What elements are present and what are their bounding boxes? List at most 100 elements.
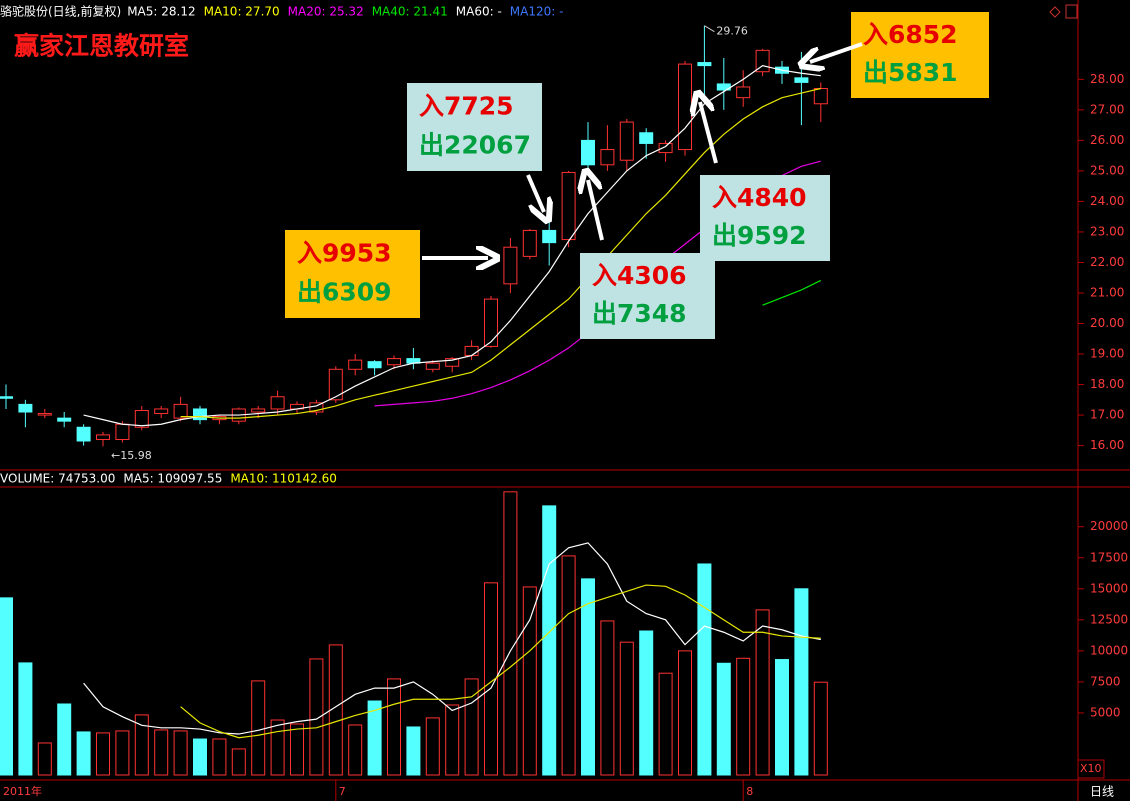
y-tick-label: 12500 (1090, 612, 1128, 626)
volume-bar (794, 588, 809, 776)
window-icons[interactable] (1049, 4, 1078, 19)
y-tick-label: 17500 (1090, 550, 1128, 564)
candle-body (736, 86, 751, 99)
candle-body (270, 396, 285, 410)
volume-bar (600, 620, 615, 776)
volume-bar (18, 662, 33, 776)
y-tick-label: 20000 (1090, 519, 1128, 533)
y-tick-label: 16.00 (1090, 438, 1124, 452)
annotation-box (700, 175, 830, 261)
volume-bar (309, 658, 324, 776)
x-tick-label: 2011年 (3, 784, 42, 798)
annotation-out: 出5831 (863, 58, 958, 87)
legend-entry: MA10: 110142.60 (230, 472, 337, 486)
candle-body (600, 149, 615, 166)
y-tick-label: 24.00 (1090, 194, 1124, 208)
annotation-arrow (810, 42, 863, 62)
candle-body (76, 426, 91, 442)
volume-bar (716, 662, 731, 776)
annotation-in: 入4840 (712, 183, 807, 212)
volume-bar (484, 582, 498, 776)
volume-bar (678, 650, 692, 776)
annotation-in: 入6852 (863, 20, 958, 49)
annotation-arrow (700, 102, 718, 164)
volume-bar (464, 678, 479, 776)
candle-body (658, 142, 673, 154)
candle-body (813, 88, 828, 105)
legend-entry: MA40: 21.41 (372, 5, 448, 19)
y-tick-label: 28.00 (1090, 72, 1124, 86)
y-tick-label: 17.00 (1090, 408, 1124, 422)
volume-bar (775, 659, 789, 776)
candle-body (522, 229, 537, 257)
candle-body (37, 413, 52, 416)
period-label: 日线 (1090, 785, 1114, 799)
x-tick-label: 7 (339, 785, 346, 798)
volume-bar (328, 644, 343, 776)
volume-bar (154, 729, 169, 776)
y-tick-label: 22.00 (1090, 255, 1124, 269)
candle-body (57, 417, 72, 422)
y-tick-label: 7500 (1090, 674, 1121, 688)
candle-body (154, 408, 169, 415)
annotation-box (580, 253, 715, 339)
y-tick-label: 5000 (1090, 705, 1121, 719)
y-tick-label: 19.00 (1090, 347, 1124, 361)
stock-title: 骆驼股份(日线,前复权) (0, 4, 121, 19)
y-tick-label: 10000 (1090, 643, 1128, 657)
volume-bar (0, 597, 13, 776)
volume-bar (736, 657, 751, 776)
annotation-in: 入7725 (419, 92, 514, 121)
candle-body (173, 403, 188, 419)
volume-bar (173, 730, 188, 776)
candle-body (328, 368, 343, 401)
annotation-out: 出7348 (592, 299, 687, 328)
candle-body (619, 121, 634, 161)
legend-entry: MA5: 28.12 (127, 5, 195, 19)
volume-bar (542, 505, 557, 776)
annotation-arrow (588, 180, 604, 241)
high-pointer (704, 25, 715, 33)
volume-bar (37, 742, 52, 776)
annotation-box (407, 83, 542, 171)
ma-line (180, 584, 821, 739)
candle-body (678, 63, 692, 151)
volume-bar (697, 563, 712, 776)
candle-body (503, 246, 518, 285)
y-tick-label: 23.00 (1090, 224, 1124, 238)
candle-body (425, 362, 440, 370)
y-tick-label: 20.00 (1090, 316, 1124, 330)
y-tick-label: 21.00 (1090, 285, 1124, 299)
candle-body (193, 408, 207, 421)
x-tick-label: 8 (746, 785, 753, 798)
annotation-arrow (526, 174, 544, 212)
candle-body (484, 298, 498, 347)
legend-entry: MA60: - (456, 5, 502, 19)
volume-bar (193, 738, 207, 776)
annotation-out: 出22067 (419, 130, 531, 159)
candle-body (794, 77, 809, 83)
volume-bar (57, 703, 72, 776)
high-label: 29.76 (716, 25, 748, 38)
y-tick-label: 18.00 (1090, 377, 1124, 391)
volume-bar (503, 491, 518, 776)
volume-bar (406, 726, 421, 776)
volume-bar (581, 578, 595, 776)
studio-title: 赢家江恩教研室 (14, 32, 189, 61)
ma-line (762, 279, 822, 306)
low-label: ←15.98 (111, 449, 152, 462)
candle-body (96, 434, 110, 440)
candle-body (639, 132, 654, 144)
y-tick-label: 27.00 (1090, 102, 1124, 116)
annotation-box (851, 12, 989, 98)
volume-bar (76, 731, 91, 776)
multiplier-label: X10 (1080, 762, 1102, 775)
candle-body (581, 139, 595, 166)
volume-bar (290, 723, 304, 776)
volume-bar (561, 555, 576, 776)
legend-entry: VOLUME: 74753.00 (0, 472, 115, 486)
y-tick-label: 26.00 (1090, 133, 1124, 147)
